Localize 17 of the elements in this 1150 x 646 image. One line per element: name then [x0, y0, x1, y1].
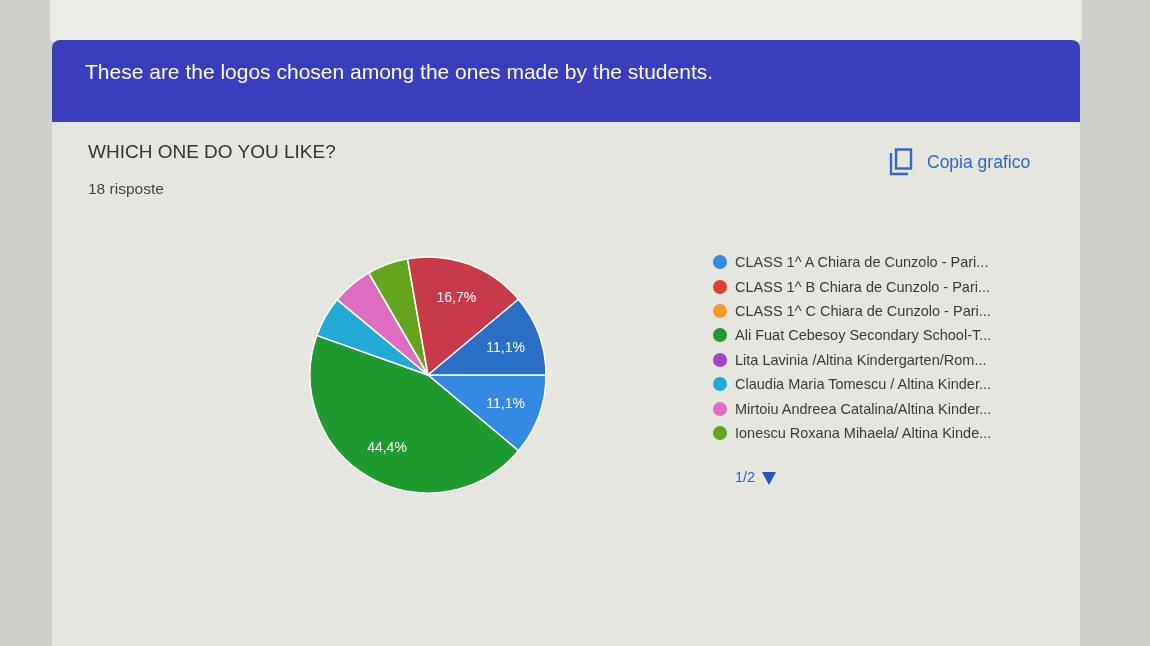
text: These are the logos chosen among the ones made by the students.: [85, 60, 714, 83]
legend-label: Ionescu Roxana Mihaela/ Altina Kinde...: [735, 424, 992, 441]
legend-label: CLASS 1^ B Chiara de Cunzolo - Pari...: [735, 278, 991, 295]
legend-label: CLASS 1^ A Chiara de Cunzolo - Pari...: [735, 254, 989, 271]
text: 18 risposte: [88, 180, 164, 197]
legend-label: Lita Lavinia /Altina Kindergarten/Rom...: [735, 351, 987, 368]
legend-label: Mirtoiu Andreea Catalina/Altina Kinder...: [735, 400, 992, 417]
text: Copia grafico: [927, 152, 1031, 172]
text: 1/2: [735, 469, 756, 485]
legend-label: Ali Fuat Cebesoy Secondary School-T...: [735, 327, 992, 344]
legend-label: CLASS 1^ C Chiara de Cunzolo - Pari...: [735, 302, 991, 319]
data-label: 11,1%: [486, 395, 525, 412]
data-label: 16,7%: [436, 289, 477, 306]
legend-label: Claudia Maria Tomescu / Altina Kinder...: [735, 376, 992, 393]
data-label: 44,4%: [367, 438, 407, 455]
data-label: 11,1%: [486, 338, 525, 355]
chart-title: WHICH ONE DO YOU LIKE?: [88, 141, 336, 162]
